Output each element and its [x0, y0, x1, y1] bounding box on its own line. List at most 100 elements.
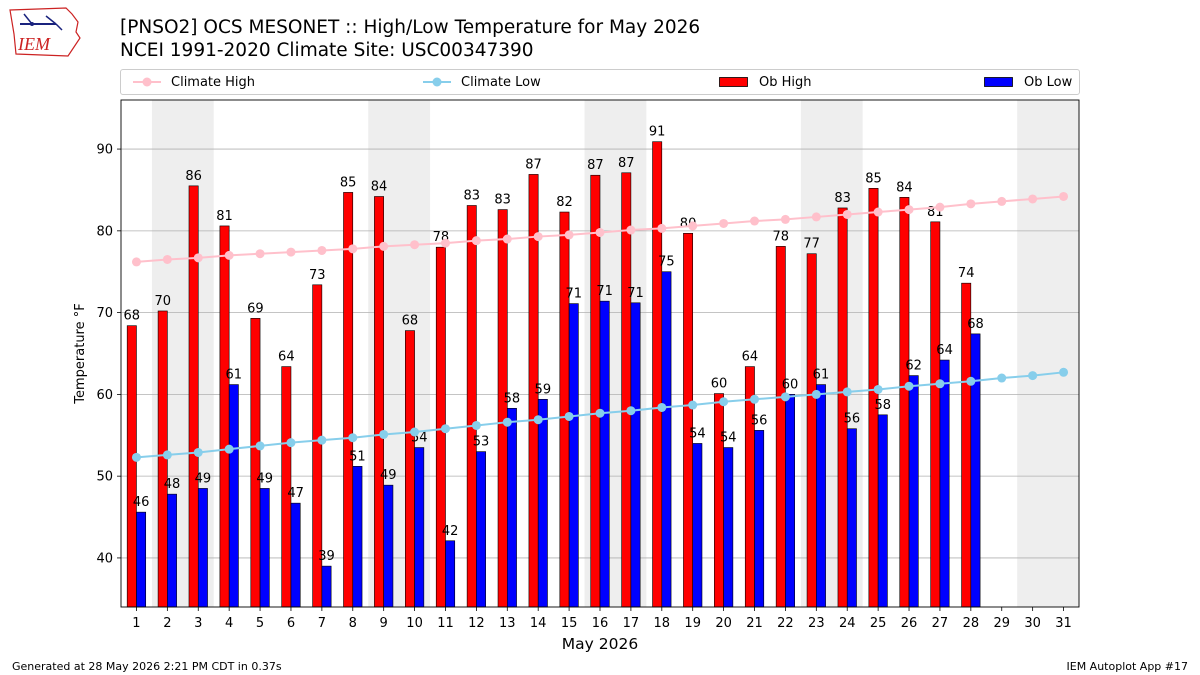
ob-high-label: 87 [525, 157, 542, 172]
climate-high-point [317, 245, 327, 255]
x-tick-label: 5 [256, 616, 264, 631]
climate-low-point [502, 417, 512, 427]
ob-low-swatch-icon [984, 77, 1013, 87]
x-tick-label: 10 [406, 616, 423, 631]
climate-low-point [348, 433, 358, 443]
climate-low-point [564, 411, 574, 421]
ob-low-bar [692, 443, 703, 608]
climate-high-point [471, 236, 481, 246]
x-tick-label: 25 [870, 616, 887, 631]
ob-low-bar [321, 565, 332, 608]
ob-high-bar [219, 225, 230, 608]
ob-high-label: 68 [402, 314, 419, 329]
x-tick-label: 20 [715, 616, 732, 631]
climate-high-point [502, 234, 512, 244]
footer-generated: Generated at 28 May 2026 2:21 PM CDT in … [12, 660, 282, 673]
ob-low-label: 71 [596, 284, 613, 299]
x-tick-label: 26 [901, 616, 918, 631]
legend-label: Ob Low [1024, 74, 1073, 90]
ob-low-bar [970, 333, 981, 608]
ob-low-bar [537, 398, 548, 608]
y-tick-label: 50 [96, 470, 113, 485]
climate-low-point [255, 441, 265, 451]
legend-item-ob-low: Ob Low [984, 70, 1072, 94]
climate-low-point [626, 406, 636, 416]
x-tick-label: 13 [499, 616, 516, 631]
ob-low-label: 54 [720, 431, 737, 446]
ob-low-bar [785, 394, 795, 608]
x-tick-label: 28 [963, 616, 980, 631]
ob-low-bar [939, 359, 950, 608]
ob-low-bar [630, 302, 641, 608]
climate-low-point [750, 394, 760, 404]
ob-high-label: 78 [773, 229, 790, 244]
ob-high-label: 87 [618, 156, 635, 171]
x-tick-label: 4 [225, 616, 233, 631]
ob-low-bar [228, 384, 239, 608]
climate-high-point [750, 216, 760, 226]
climate-low-point [286, 438, 296, 448]
ob-low-label: 51 [349, 449, 366, 464]
x-tick-label: 24 [839, 616, 856, 631]
climate-high-point [842, 209, 852, 219]
climate-high-point [719, 218, 729, 228]
legend-label: Climate Low [461, 74, 541, 90]
ob-low-bar [352, 466, 363, 608]
climate-high-point [286, 247, 296, 257]
climate-low-point [904, 381, 914, 391]
climate-low-point [719, 397, 729, 407]
ob-low-bar [197, 488, 208, 608]
x-tick-label: 29 [993, 616, 1010, 631]
ob-high-label: 86 [185, 169, 202, 184]
ob-low-bar [754, 430, 765, 608]
ob-low-label: 56 [844, 412, 861, 427]
climate-high-point [410, 240, 420, 250]
y-tick-label: 80 [96, 224, 113, 239]
ob-high-label: 64 [742, 350, 759, 365]
ob-high-label: 68 [124, 309, 141, 324]
ob-low-bar [723, 447, 734, 608]
x-tick-label: 9 [380, 616, 388, 631]
ob-high-label: 74 [958, 266, 975, 281]
ob-high-bar [930, 221, 941, 608]
climate-low-point [193, 447, 203, 457]
climate-low-point [780, 392, 790, 402]
ob-low-bar [908, 375, 919, 608]
ob-low-label: 39 [318, 549, 335, 564]
legend-label: Ob High [759, 74, 812, 90]
chart-title: [PNSO2] OCS MESONET :: High/Low Temperat… [120, 17, 701, 38]
ob-high-bar [775, 246, 786, 608]
ob-high-label: 60 [711, 377, 728, 392]
climate-high-point [811, 212, 821, 222]
ob-high-label: 82 [556, 195, 573, 210]
x-tick-label: 12 [468, 616, 485, 631]
climate-high-point [997, 196, 1007, 206]
climate-low-point [131, 452, 141, 462]
x-tick-label: 22 [777, 616, 794, 631]
ob-high-label: 69 [247, 301, 264, 316]
climate-low-point [410, 427, 420, 437]
ob-high-bar [405, 330, 415, 608]
climate-low-point [379, 429, 389, 439]
legend-item-climate-high: Climate High [133, 70, 255, 94]
climate-high-line-icon [133, 77, 161, 87]
legend-label: Climate High [171, 74, 256, 90]
ob-low-bar [877, 414, 888, 608]
climate-high-point [595, 227, 605, 237]
ob-high-bar [806, 253, 817, 608]
ob-high-label: 64 [278, 350, 295, 365]
climate-high-point [657, 223, 667, 233]
ob-high-label: 83 [463, 188, 480, 203]
climate-high-point [966, 199, 976, 209]
legend: Climate High Climate Low Ob High Ob Low [120, 69, 1080, 95]
x-tick-label: 8 [349, 616, 357, 631]
y-axis-label: Temperature °F [73, 303, 88, 404]
ob-low-label: 62 [905, 359, 922, 374]
climate-high-point [626, 225, 636, 235]
x-tick-label: 2 [163, 616, 171, 631]
ob-low-bar [290, 502, 301, 608]
ob-low-bar [816, 384, 826, 608]
ob-low-bar [599, 300, 610, 608]
ob-low-bar [445, 540, 456, 608]
